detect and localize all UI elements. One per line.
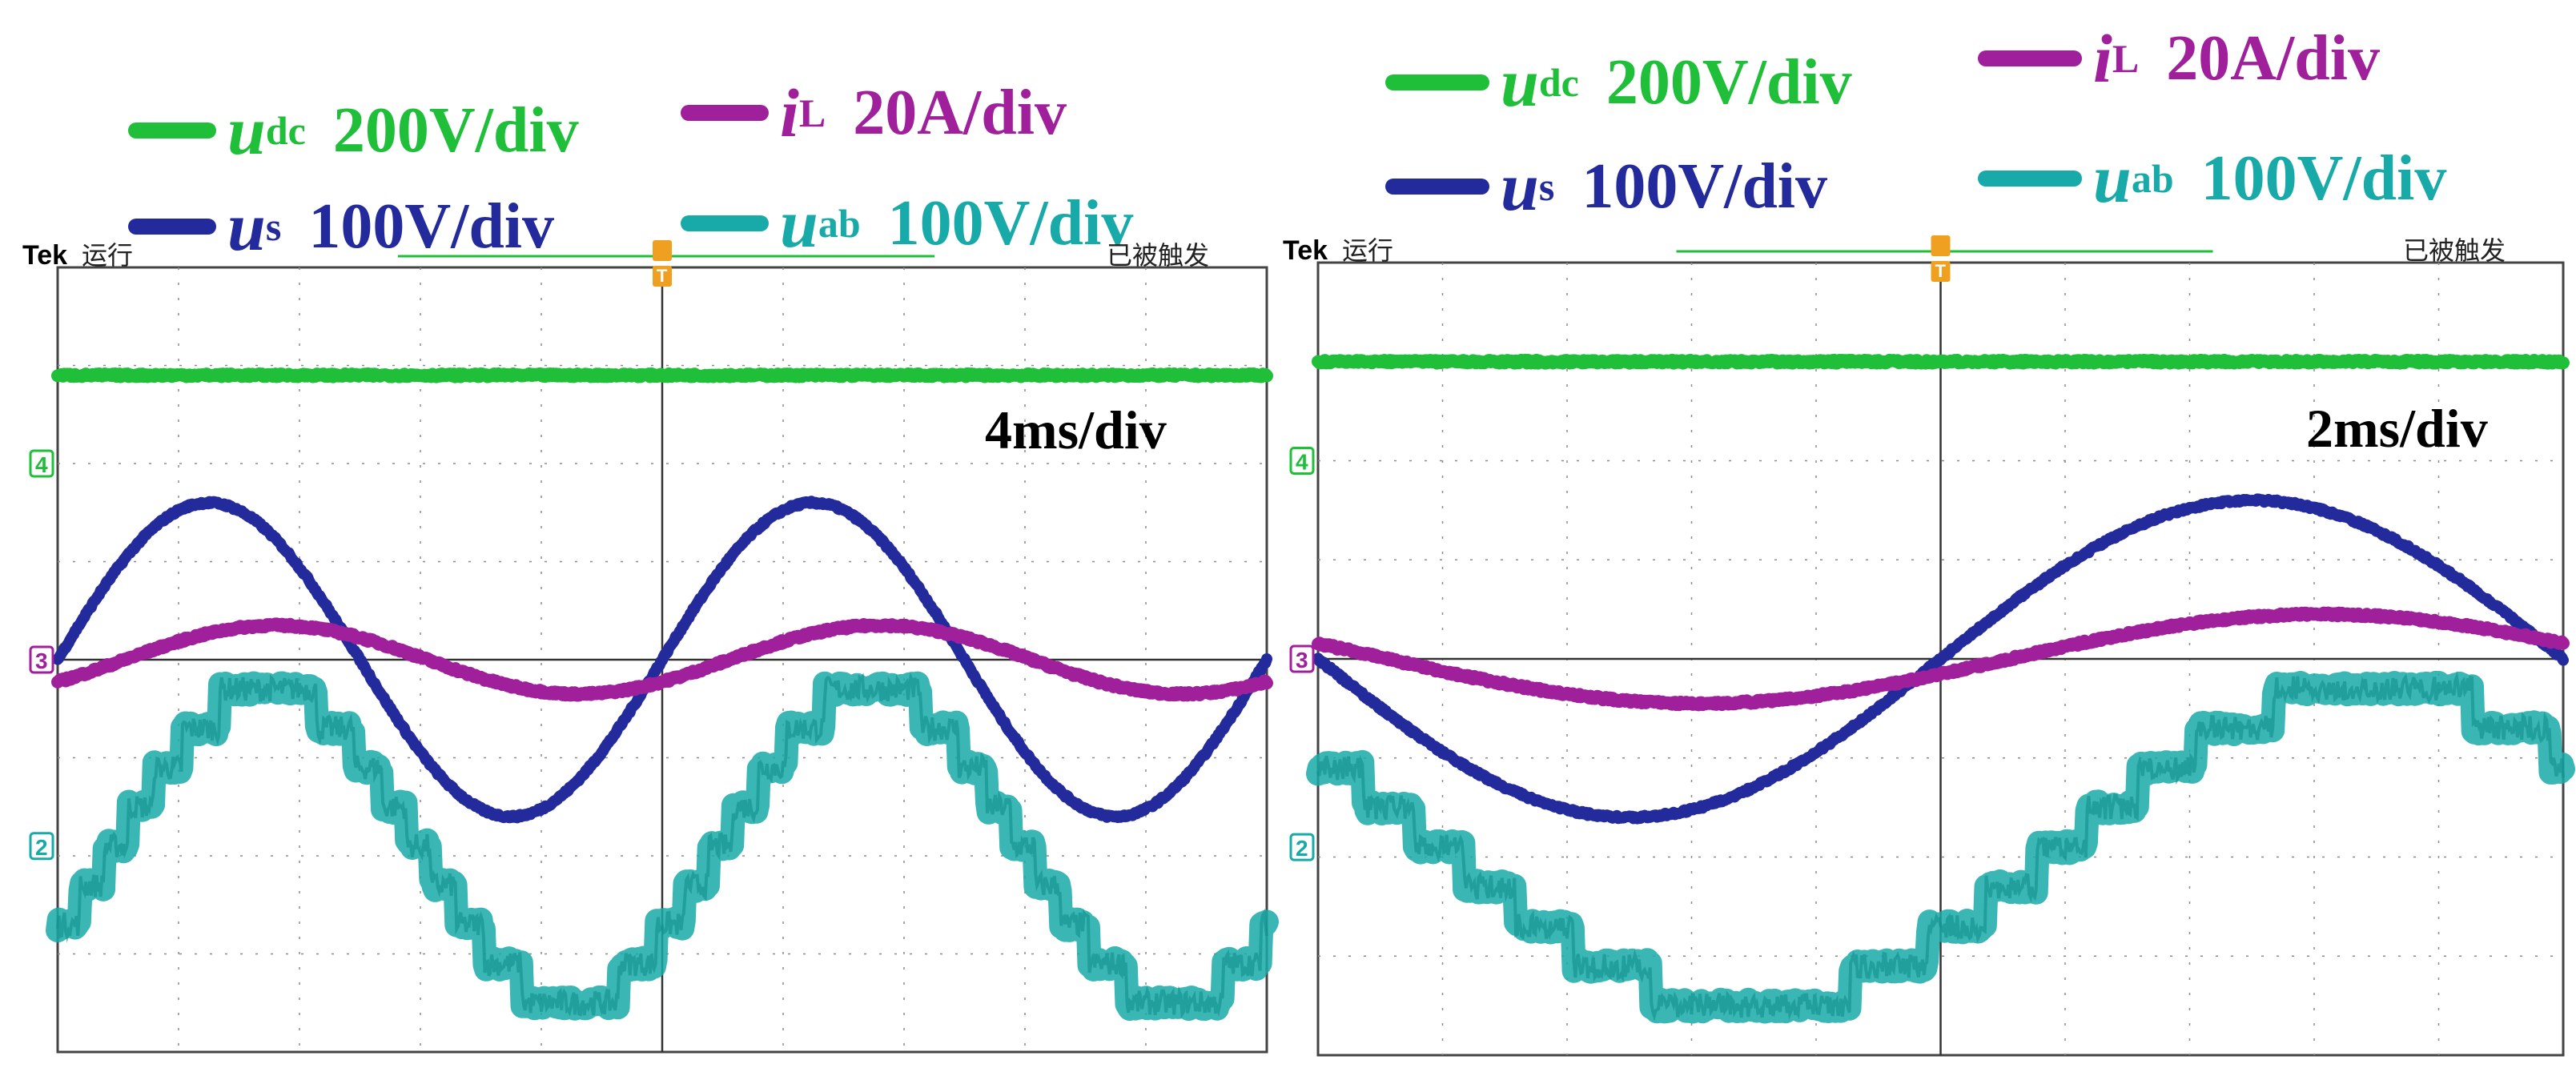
legend-uab-scale: 100V/div — [887, 188, 1134, 259]
legend-udc-symbol: u — [1501, 44, 1539, 121]
scope-run-status: 运行 — [82, 240, 133, 271]
legend-us-symbol: u — [227, 188, 266, 265]
legend-uab-symbol: u — [2093, 140, 2132, 217]
trace-udc — [51, 367, 1273, 383]
legend-us-scale: 100V/div — [1581, 151, 1828, 222]
legend-uab: u ab 100V/div — [1978, 144, 2446, 213]
legend-iL-subscript: L — [798, 90, 826, 135]
time-per-div-label: 2ms/div — [2306, 398, 2488, 459]
channel-marker-box — [1289, 833, 1315, 861]
trigger-position-marker — [653, 240, 672, 261]
legend-uab-subscript: ab — [818, 201, 861, 246]
channel-marker-label: 3 — [1296, 648, 1308, 672]
trace-iL — [51, 617, 1273, 702]
trace-us — [1312, 493, 2569, 825]
legend-uab-scale: 100V/div — [2200, 143, 2447, 214]
legend-udc-scale: 200V/div — [332, 95, 579, 166]
trace-uab-noise — [1316, 671, 2565, 1022]
channel-marker-2: 2 — [1289, 833, 1315, 861]
legend-udc-symbol: u — [227, 92, 266, 169]
scope-run-status: 运行 — [1342, 235, 1393, 266]
trigger-marker-icon — [1931, 261, 1951, 282]
legend-udc-subscript: dc — [1538, 60, 1579, 105]
scope-brand: Tek — [22, 240, 67, 271]
legend-uab-symbol: u — [780, 185, 818, 262]
channel-marker-3: 3 — [1289, 644, 1315, 673]
legend-udc-swatch — [128, 122, 216, 139]
channel-marker-box — [29, 832, 54, 861]
legend-udc: u dc 200V/div — [1385, 48, 1852, 117]
legend-iL-symbol: i — [2093, 20, 2112, 97]
channel-marker-label: 4 — [1296, 450, 1308, 475]
legend-iL-scale: 20A/div — [2166, 23, 2380, 94]
trigger-marker-label: T — [657, 266, 668, 286]
trace-uab-noise — [56, 672, 1268, 1019]
trigger-marker-icon — [653, 266, 672, 287]
channel-marker-label: 4 — [35, 452, 48, 477]
channel-marker-2: 2 — [29, 832, 54, 861]
channel-marker-box — [29, 449, 54, 478]
legend-iL-symbol: i — [780, 74, 799, 151]
legend-us-subscript: s — [265, 204, 282, 249]
legend-uab-swatch — [681, 215, 769, 231]
legend-uab-subscript: ab — [2131, 156, 2174, 201]
legend-us-swatch — [128, 219, 216, 235]
channel-marker-box — [29, 645, 54, 674]
trace-udc — [1312, 353, 2570, 370]
channel-marker-label: 2 — [35, 835, 48, 860]
legend-us-swatch — [1385, 179, 1489, 195]
channel-marker-box — [1289, 644, 1315, 673]
channel-marker-4: 4 — [29, 449, 54, 478]
trace-us — [52, 496, 1272, 824]
channel-marker-label: 3 — [35, 648, 48, 673]
legend-iL-swatch — [1978, 50, 2082, 66]
legend-udc: u dc 200V/div — [128, 96, 579, 165]
legend-uab: u ab 100V/div — [681, 189, 1133, 258]
legend-iL-subscript: L — [2112, 36, 2140, 81]
legend-udc-subscript: dc — [265, 108, 306, 153]
legend-us-scale: 100V/div — [308, 191, 555, 262]
legend-uab-swatch — [1978, 171, 2082, 187]
scope-brand: Tek — [1283, 235, 1328, 266]
channel-marker-label: 2 — [1296, 836, 1308, 861]
scope-trigger-status: 已被触发 — [2403, 235, 2506, 266]
channel-marker-box — [1289, 447, 1315, 475]
legend-udc-swatch — [1385, 74, 1489, 90]
time-per-div-label: 4ms/div — [985, 399, 1167, 460]
scope-trigger-status: 已被触发 — [1107, 240, 1209, 271]
channel-marker-4: 4 — [1289, 447, 1315, 475]
legend-iL-scale: 20A/div — [853, 78, 1067, 148]
trace-iL — [1312, 606, 2570, 712]
trigger-position-marker — [1931, 235, 1951, 256]
legend-iL-swatch — [681, 105, 769, 121]
legend-udc-scale: 200V/div — [1605, 47, 1852, 118]
legend-us-subscript: s — [1538, 164, 1555, 209]
channel-marker-3: 3 — [29, 645, 54, 674]
scope-screen-left: Tek 运行 已被触发 T 4 3 2 4ms/div — [22, 240, 1279, 1054]
scope-screen-right: Tek 运行 已被触发 T 4 3 2 2ms/div — [1283, 235, 2575, 1057]
trigger-marker-label: T — [1935, 261, 1947, 281]
legend-us-symbol: u — [1501, 148, 1539, 225]
